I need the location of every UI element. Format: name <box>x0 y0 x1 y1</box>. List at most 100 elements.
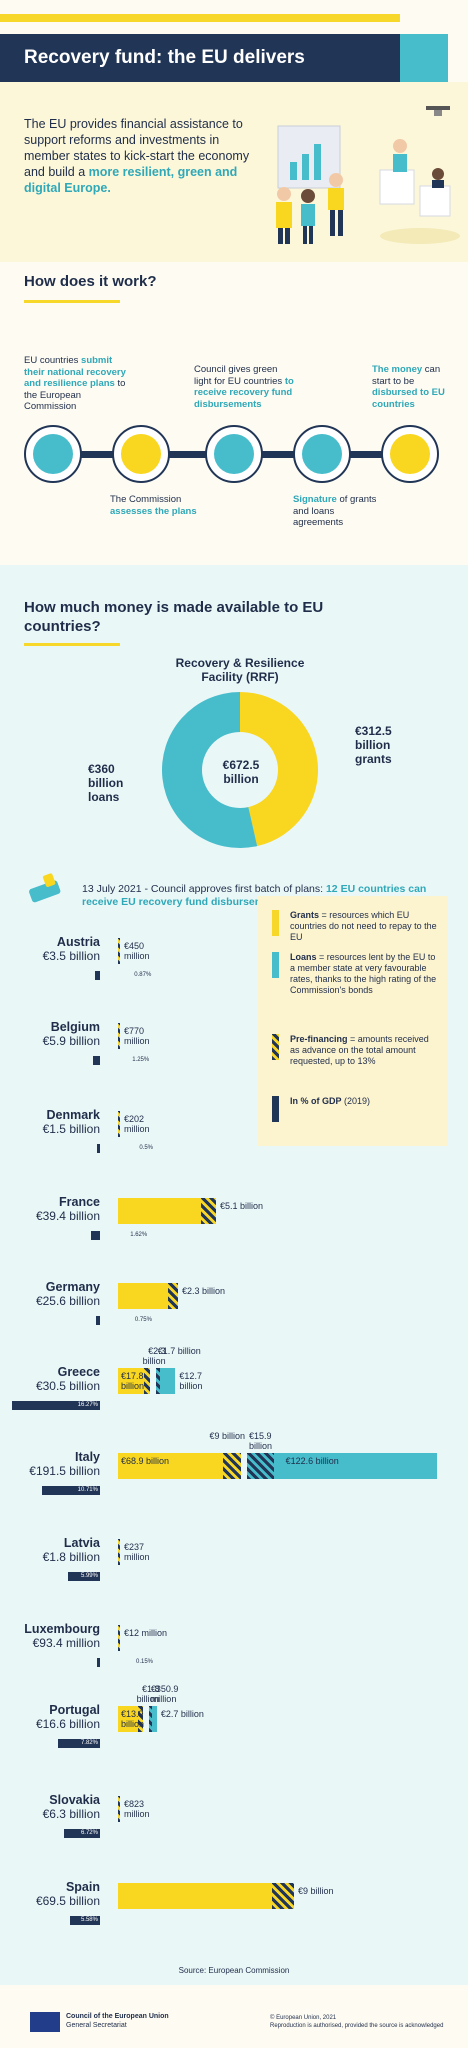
country-label-luxembourg: Luxembourg €93.4 million <box>24 1622 100 1650</box>
legend-item-3: In % of GDP (2019) <box>272 1096 440 1122</box>
grants-prefinancing-italy <box>223 1453 241 1479</box>
step-3-circle <box>205 425 263 483</box>
country-name: Spain <box>65 1880 100 1894</box>
country-name: Slovakia <box>49 1793 100 1807</box>
grants-prefinancing-france <box>201 1198 216 1224</box>
footer-organisation: Council of the European Union General Se… <box>66 2012 169 2030</box>
step-3-text: Council gives green light for EU countri… <box>194 364 294 410</box>
gdp-bar-denmark <box>97 1144 100 1153</box>
country-label-italy: Italy €191.5 billion <box>29 1450 100 1478</box>
country-total: €25.6 billion <box>35 1294 100 1308</box>
gdp-label-belgium: 1.25% <box>132 1057 150 1063</box>
gdp-label-spain: 5.58% <box>80 1917 98 1923</box>
grants-label-denmark: €202 million <box>124 1114 150 1134</box>
gdp-bar-austria <box>95 971 100 980</box>
gdp-label-denmark: 0.5% <box>139 1145 153 1151</box>
gdp-label-slovakia: 6.72% <box>80 1830 98 1836</box>
loans-prefinancing-portugal <box>148 1706 152 1732</box>
grants-prefinancing-label-greece: €2.3 billion <box>142 1346 166 1366</box>
gdp-bar-france <box>91 1231 100 1240</box>
country-name: France <box>59 1195 100 1209</box>
step-2-text: The Commission assesses the plans <box>110 494 210 517</box>
legend-text-2: Pre-financing = amounts received as adva… <box>290 1034 429 1066</box>
donut-loans-label: €360 billion loans <box>88 762 124 804</box>
legend-text-3: In % of GDP (2019) <box>290 1096 371 1106</box>
rrf-donut-chart <box>161 692 318 848</box>
country-name: Portugal <box>49 1703 100 1717</box>
country-name: Denmark <box>46 1108 101 1122</box>
legend-item-0: Grants = resources which EU countries do… <box>272 910 440 943</box>
people-illustration <box>276 106 460 244</box>
step-1-hl: submit their national recovery and resil… <box>24 355 126 389</box>
country-total: €3.5 billion <box>42 949 100 963</box>
country-label-france: France €39.4 billion <box>36 1195 100 1223</box>
intro-body: The EU provides financial assistance to … <box>24 117 250 179</box>
grants-prefinancing-belgium <box>117 1023 120 1049</box>
footer-copy2: Reproduction is authorised, provided the… <box>270 2023 444 2029</box>
step-2-circle <box>112 425 170 483</box>
money-title: How much money is made available to EU c… <box>24 599 324 635</box>
country-name: Italy <box>74 1450 100 1464</box>
footer-org-line2: General Secretariat <box>66 2022 127 2029</box>
title-accent-block <box>400 34 448 82</box>
step-5-hl2: disbursed to EU countries <box>372 387 445 410</box>
grants-label-spain: €9 billion <box>298 1886 334 1896</box>
person-icon <box>277 187 291 201</box>
loans-prefinancing-greece <box>155 1368 161 1394</box>
country-label-greece: Greece €30.5 billion <box>36 1365 100 1393</box>
step-4-hl: Signature <box>293 494 337 505</box>
country-total: €39.4 billion <box>35 1209 100 1223</box>
grants-prefinancing-portugal <box>137 1706 143 1732</box>
loans-bar-portugal <box>148 1706 157 1732</box>
country-total: €191.5 billion <box>29 1464 100 1478</box>
country-label-belgium: Belgium €5.9 billion <box>43 1020 100 1048</box>
donut-grants-label: €312.5 billion grants <box>355 724 392 766</box>
grants-prefinancing-luxembourg <box>117 1625 120 1651</box>
loans-prefinancing-label-portugal: €350.9 million <box>150 1684 179 1704</box>
grants-prefinancing-slovakia <box>117 1796 120 1822</box>
how-title: How does it work? <box>24 273 157 290</box>
gdp-bar-latvia <box>67 1572 100 1581</box>
gdp-label-austria: 0.87% <box>134 972 152 978</box>
rrf-title: Recovery & Resilience Facility (RRF) <box>175 656 305 684</box>
grants-label-latvia: €237 million <box>124 1542 150 1562</box>
how-underline <box>24 300 120 303</box>
step-4-circle <box>293 425 351 483</box>
step-5-post: can start to be <box>372 364 441 387</box>
gdp-bar-spain <box>69 1916 100 1925</box>
country-name: Belgium <box>50 1020 100 1034</box>
grants-prefinancing-austria <box>117 938 120 964</box>
step-4-text: Signature of grants and loans agreements <box>293 494 383 529</box>
legend-item-2: Pre-financing = amounts received as adva… <box>272 1034 440 1067</box>
grants-prefinancing-label-portugal: €1.8 billion <box>136 1684 160 1704</box>
grants-label-portugal: €13.9 billion <box>121 1709 145 1729</box>
gdp-bar-portugal <box>57 1739 100 1748</box>
donut-slice-grants <box>240 692 318 847</box>
country-name: Greece <box>57 1365 100 1379</box>
gdp-bar-germany <box>95 1316 100 1325</box>
title-bar <box>0 34 400 82</box>
country-total: €93.4 million <box>32 1636 100 1650</box>
grants-bar-germany <box>118 1283 178 1309</box>
country-total: €1.8 billion <box>42 1550 100 1564</box>
gdp-bar-belgium <box>93 1056 100 1065</box>
step-3-hl: to receive recovery fund disbursements <box>194 375 294 410</box>
source-note: Source: European Commission <box>178 1966 290 1975</box>
step-5-hl: The money <box>372 364 423 375</box>
euro-coins-icon <box>390 434 430 474</box>
grants-label-luxembourg: €12 million <box>124 1628 168 1638</box>
legend-text-0: Grants = resources which EU countries do… <box>290 910 437 942</box>
country-total: €6.3 billion <box>42 1807 100 1821</box>
bar-legend: Grants = resources which EU countries do… <box>258 896 448 1146</box>
signature-icon <box>302 434 342 474</box>
donut-center-label: €672.5 billion <box>222 758 260 786</box>
country-label-spain: Spain €69.5 billion <box>36 1880 100 1908</box>
grants-prefinancing-spain <box>272 1883 294 1909</box>
gdp-label-luxembourg: 0.15% <box>135 1659 153 1665</box>
grants-label-greece: €17.8 billion <box>121 1371 145 1391</box>
magnifier-icon <box>121 434 161 474</box>
country-label-denmark: Denmark €1.5 billion <box>43 1108 100 1136</box>
grants-label-slovakia: €823 million <box>124 1799 150 1819</box>
loans-prefinancing-label-italy: €15.9 billion <box>249 1431 273 1451</box>
legend-text-1: Loans = resources lent by the EU to a me… <box>290 952 437 995</box>
